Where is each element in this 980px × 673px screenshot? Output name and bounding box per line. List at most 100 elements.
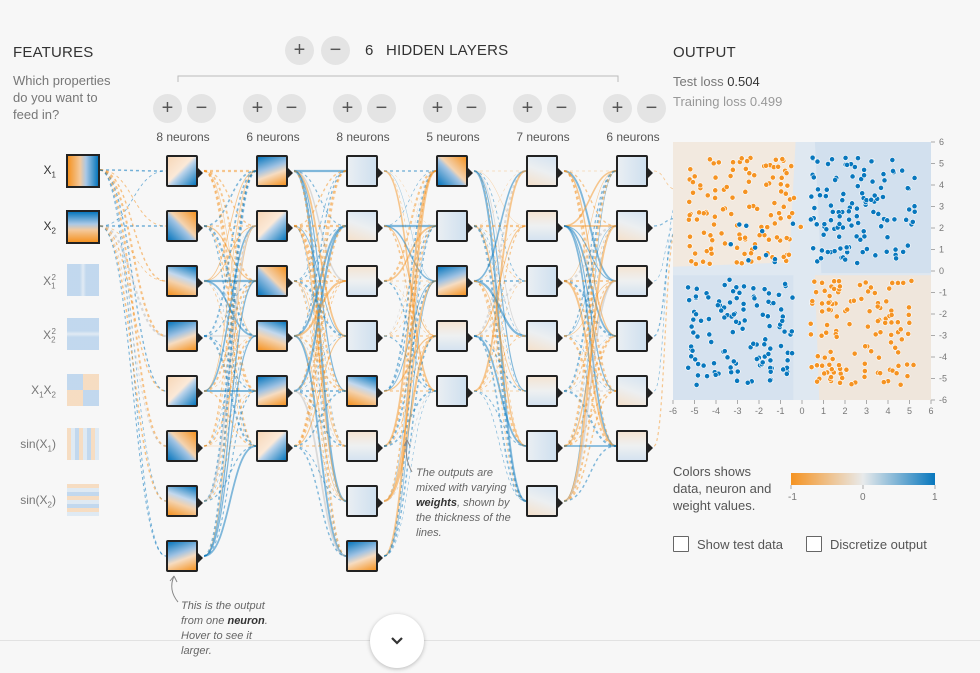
weight-link[interactable] bbox=[383, 225, 437, 557]
weight-link[interactable] bbox=[293, 224, 347, 393]
weight-link[interactable] bbox=[293, 280, 347, 447]
layer-3-neuron-5[interactable] bbox=[346, 375, 383, 407]
layer-3-neuron-1[interactable] bbox=[346, 155, 383, 187]
layer-1-neuron-8[interactable] bbox=[166, 540, 203, 572]
feature-x1-toggle[interactable] bbox=[66, 154, 100, 188]
layer-5-remove-neuron-button[interactable]: − bbox=[547, 94, 576, 123]
weight-link[interactable] bbox=[203, 280, 257, 337]
weight-link[interactable] bbox=[473, 170, 527, 227]
discretize-output-checkbox[interactable] bbox=[806, 536, 822, 552]
weight-link[interactable] bbox=[653, 170, 677, 190]
weight-link[interactable] bbox=[293, 225, 347, 282]
layer-5-neuron-7[interactable] bbox=[526, 485, 563, 517]
weight-link[interactable] bbox=[563, 335, 617, 392]
weight-link[interactable] bbox=[563, 224, 617, 283]
weight-link[interactable] bbox=[473, 279, 527, 338]
weight-link[interactable] bbox=[99, 225, 167, 392]
layer-6-neuron-1[interactable] bbox=[616, 155, 653, 187]
weight-link[interactable] bbox=[293, 335, 347, 392]
layer-5-neuron-5[interactable] bbox=[526, 375, 563, 407]
weight-link[interactable] bbox=[473, 335, 527, 392]
weight-link[interactable] bbox=[293, 170, 347, 227]
weight-link[interactable] bbox=[653, 229, 677, 447]
weight-link[interactable] bbox=[563, 170, 617, 227]
layer-2-remove-neuron-button[interactable]: − bbox=[277, 94, 306, 123]
layer-5-neuron-1[interactable] bbox=[526, 155, 563, 187]
layer-4-neuron-2[interactable] bbox=[436, 210, 473, 242]
layer-6-neuron-2[interactable] bbox=[616, 210, 653, 242]
layer-1-neuron-6[interactable] bbox=[166, 430, 203, 462]
layer-5-neuron-2[interactable] bbox=[526, 210, 563, 242]
weight-link[interactable] bbox=[383, 169, 437, 558]
weight-link[interactable] bbox=[383, 225, 437, 282]
layer-2-neuron-4[interactable] bbox=[256, 320, 293, 352]
weight-link[interactable] bbox=[383, 280, 437, 557]
weight-link[interactable] bbox=[473, 390, 527, 447]
layer-6-neuron-5[interactable] bbox=[616, 375, 653, 407]
weight-link[interactable] bbox=[293, 225, 347, 282]
layer-4-neuron-3[interactable] bbox=[436, 265, 473, 297]
weight-link[interactable] bbox=[563, 225, 617, 282]
weight-link[interactable] bbox=[99, 169, 167, 172]
weight-link[interactable] bbox=[293, 170, 347, 337]
layer-3-neuron-6[interactable] bbox=[346, 430, 383, 462]
weight-link[interactable] bbox=[99, 169, 167, 502]
weight-link[interactable] bbox=[203, 280, 257, 557]
weight-link[interactable] bbox=[203, 170, 257, 392]
weight-link[interactable] bbox=[293, 279, 347, 338]
weight-link[interactable] bbox=[293, 390, 347, 447]
layer-6-remove-neuron-button[interactable]: − bbox=[637, 94, 666, 123]
weight-link[interactable] bbox=[563, 280, 617, 502]
layer-1-remove-neuron-button[interactable]: − bbox=[187, 94, 216, 123]
layer-3-neuron-3[interactable] bbox=[346, 265, 383, 297]
weight-link[interactable] bbox=[203, 225, 257, 282]
layer-6-neuron-4[interactable] bbox=[616, 320, 653, 352]
weight-link[interactable] bbox=[99, 224, 167, 338]
weight-link[interactable] bbox=[473, 224, 527, 503]
layer-3-remove-neuron-button[interactable]: − bbox=[367, 94, 396, 123]
weight-link[interactable] bbox=[99, 225, 167, 557]
layer-1-neuron-1[interactable] bbox=[166, 155, 203, 187]
layer-5-neuron-6[interactable] bbox=[526, 430, 563, 462]
weight-link[interactable] bbox=[293, 390, 347, 557]
weight-link[interactable] bbox=[99, 225, 167, 447]
weight-link[interactable] bbox=[99, 225, 167, 282]
remove-layer-button[interactable]: − bbox=[321, 36, 350, 65]
weight-link[interactable] bbox=[653, 223, 677, 282]
weight-link[interactable] bbox=[203, 445, 257, 502]
layer-2-neuron-5[interactable] bbox=[256, 375, 293, 407]
layer-3-neuron-8[interactable] bbox=[346, 540, 383, 572]
layer-2-neuron-1[interactable] bbox=[256, 155, 293, 187]
weight-link[interactable] bbox=[473, 170, 527, 392]
weight-link[interactable] bbox=[653, 217, 677, 227]
output-heatmap[interactable]: -6 -5 -4 -3 -2 -1 0 1 2 3 4 5 6 6 5 4 3 2 1 0 -1 -2 -3 -4 -5 -6 bbox=[668, 136, 958, 422]
feature-sin-x2-toggle[interactable] bbox=[67, 484, 99, 516]
weight-link[interactable] bbox=[293, 225, 347, 447]
layer-4-remove-neuron-button[interactable]: − bbox=[457, 94, 486, 123]
weight-link[interactable] bbox=[563, 390, 617, 447]
feature-x1-squared-toggle[interactable] bbox=[67, 264, 99, 296]
layer-3-add-neuron-button[interactable]: + bbox=[333, 94, 362, 123]
weight-link[interactable] bbox=[293, 390, 347, 447]
layer-3-neuron-4[interactable] bbox=[346, 320, 383, 352]
weight-link[interactable] bbox=[563, 390, 617, 447]
weight-link[interactable] bbox=[383, 170, 437, 447]
weight-link[interactable] bbox=[203, 225, 257, 502]
weight-link[interactable] bbox=[563, 445, 617, 502]
weight-link[interactable] bbox=[203, 445, 257, 557]
weight-link[interactable] bbox=[383, 335, 437, 392]
weight-link[interactable] bbox=[383, 390, 437, 447]
weight-link[interactable] bbox=[473, 280, 527, 337]
weight-link[interactable] bbox=[383, 170, 437, 227]
layer-1-neuron-7[interactable] bbox=[166, 485, 203, 517]
layer-2-neuron-3[interactable] bbox=[256, 265, 293, 297]
weight-link[interactable] bbox=[563, 335, 617, 392]
weight-link[interactable] bbox=[383, 280, 437, 337]
weight-link[interactable] bbox=[203, 225, 257, 557]
feature-x2-squared-toggle[interactable] bbox=[67, 318, 99, 350]
weight-link[interactable] bbox=[203, 170, 257, 227]
weight-link[interactable] bbox=[563, 279, 617, 338]
layer-6-neuron-6[interactable] bbox=[616, 430, 653, 462]
layer-5-neuron-4[interactable] bbox=[526, 320, 563, 352]
weight-link[interactable] bbox=[293, 335, 347, 502]
